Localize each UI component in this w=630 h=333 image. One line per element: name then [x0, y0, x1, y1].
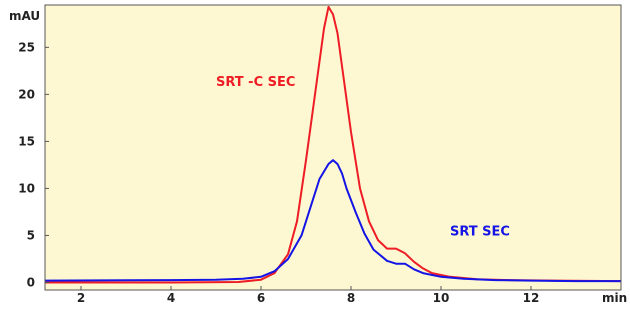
plot-area [45, 5, 621, 290]
y-axis: 0 5 10 15 20 25 [18, 40, 49, 289]
y-tick-label: 0 [27, 275, 35, 289]
x-tick-label: 10 [433, 291, 450, 305]
x-tick-label: 4 [167, 291, 175, 305]
y-tick-label: 15 [18, 134, 35, 148]
series-layer [44, 5, 622, 284]
series-labels: SRT -C SEC SRT SEC [216, 75, 510, 240]
series-line-0 [45, 5, 622, 284]
y-tick-label: 5 [27, 228, 35, 242]
y-axis-unit-label: mAU [9, 9, 40, 23]
x-tick-label: 8 [347, 291, 355, 305]
series-label-0: SRT -C SEC [216, 75, 295, 90]
x-tick-label: 12 [523, 291, 540, 305]
plot-frame [44, 4, 622, 291]
x-axis: 2 4 6 8 10 12 [77, 286, 540, 305]
series-label-1: SRT SEC [450, 224, 510, 239]
x-tick-label: 2 [77, 291, 85, 305]
series-line-1 [44, 159, 621, 283]
x-tick-label: 6 [257, 291, 265, 305]
y-tick-label: 10 [18, 181, 35, 195]
y-tick-label: 20 [18, 87, 35, 101]
x-axis-unit-label: min [602, 291, 627, 305]
y-tick-label: 25 [18, 40, 35, 54]
